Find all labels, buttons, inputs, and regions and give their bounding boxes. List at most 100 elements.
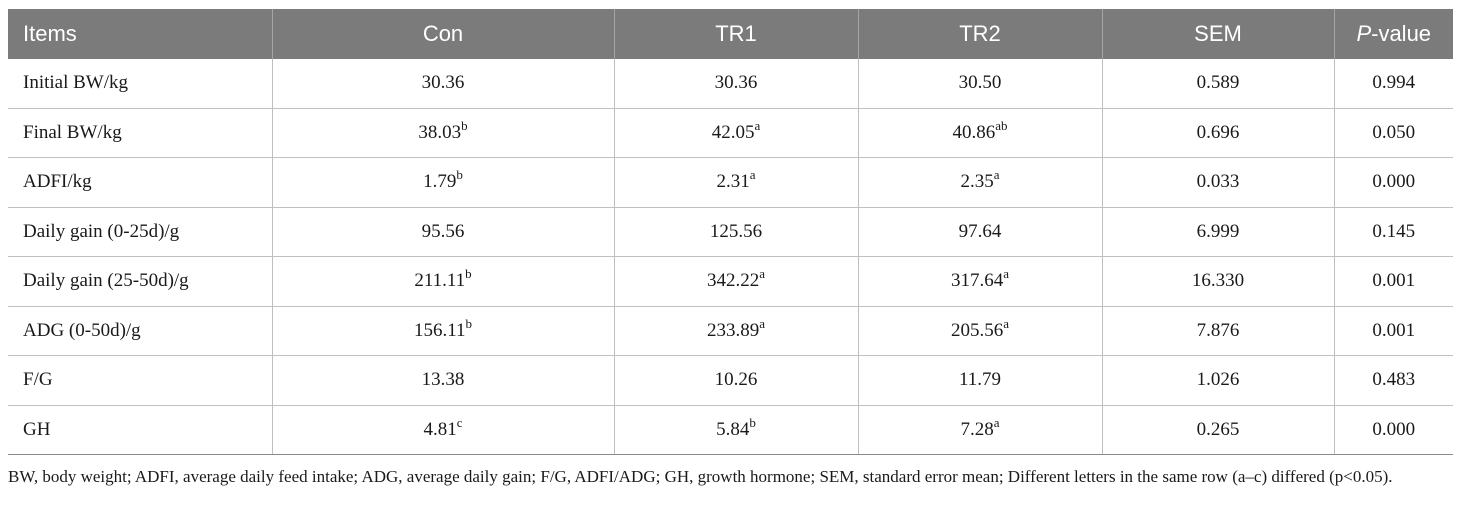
cell-value: 16.330 <box>1191 270 1245 292</box>
cell-p-value: 0.145 <box>1334 207 1453 257</box>
data-table-container: Items Con TR1 TR2 SEM P-value Initial BW… <box>8 9 1453 455</box>
cell-value: 42.05 <box>711 121 755 143</box>
cell-item: Daily gain (25-50d)/g <box>8 256 273 307</box>
header-sem: SEM <box>1102 9 1335 59</box>
table-row: Daily gain (25-50d)/g 211.11b 342.22a 317.6… <box>8 256 1453 307</box>
significance-letter: a <box>993 167 1000 183</box>
cell-value: 1.026 <box>1196 369 1240 391</box>
cell-tr2: 40.86ab <box>858 108 1103 158</box>
cell-value: 0.050 <box>1372 121 1416 143</box>
cell-value: 0.001 <box>1372 270 1416 292</box>
table-row: Initial BW/kg 30.36 30.36 30.50 0.589 0.994 <box>8 59 1453 109</box>
significance-letter: a <box>993 414 1000 430</box>
cell-sem: 16.330 <box>1102 256 1335 307</box>
cell-con: 211.11b <box>272 256 615 307</box>
cell-tr1: 233.89a <box>614 306 859 356</box>
header-tr1: TR1 <box>614 9 859 59</box>
cell-item: Daily gain (0-25d)/g <box>8 207 273 257</box>
cell-con: 156.11b <box>272 306 615 356</box>
cell-value: 30.50 <box>958 72 1002 94</box>
significance-letter: b <box>465 315 473 331</box>
cell-value: 7.876 <box>1196 319 1240 341</box>
cell-value: 342.22 <box>706 270 760 292</box>
cell-value: 0.145 <box>1372 220 1416 242</box>
cell-p-value: 0.000 <box>1334 157 1453 208</box>
cell-p-value: 0.001 <box>1334 306 1453 356</box>
cell-con: 95.56 <box>272 207 615 257</box>
cell-p-value: 0.994 <box>1334 59 1453 109</box>
significance-letter: b <box>456 167 463 183</box>
cell-tr2: 205.56a <box>858 306 1103 356</box>
header-items: Items <box>8 9 273 59</box>
cell-value: 0.589 <box>1196 72 1240 94</box>
significance-letter: a <box>759 266 766 282</box>
significance-letter: b <box>461 117 468 133</box>
cell-value: 0.483 <box>1372 369 1416 391</box>
cell-value: 40.86 <box>952 121 996 143</box>
significance-letter: c <box>456 414 463 430</box>
cell-value: 0.265 <box>1196 418 1240 440</box>
cell-tr2: 11.79 <box>858 355 1103 406</box>
table-row: ADG (0-50d)/g 156.11b 233.89a 205.56a 7.876 0… <box>8 306 1453 356</box>
table-row: F/G 13.38 10.26 11.79 1.026 0.483 <box>8 355 1453 406</box>
cell-value: 2.31 <box>716 171 750 193</box>
table-footnote: BW, body weight; ADFI, average daily fee… <box>8 467 1393 486</box>
cell-value: 205.56 <box>950 319 1004 341</box>
cell-sem: 6.999 <box>1102 207 1335 257</box>
cell-tr1: 125.56 <box>614 207 859 257</box>
table-row: Daily gain (0-25d)/g 95.56 125.56 97.64 6.99… <box>8 207 1453 257</box>
cell-tr1: 42.05a <box>614 108 859 158</box>
cell-item: F/G <box>8 355 273 406</box>
cell-sem: 0.589 <box>1102 59 1335 109</box>
cell-con: 13.38 <box>272 355 615 406</box>
table-header-row: Items Con TR1 TR2 SEM P-value <box>8 9 1453 59</box>
cell-value: 0.696 <box>1196 121 1240 143</box>
significance-letter: b <box>465 266 472 282</box>
cell-item: ADG (0-50d)/g <box>8 306 273 356</box>
cell-con: 30.36 <box>272 59 615 109</box>
cell-tr2: 317.64a <box>858 256 1103 307</box>
cell-tr1: 10.26 <box>614 355 859 406</box>
cell-tr1: 2.31a <box>614 157 859 208</box>
cell-sem: 0.265 <box>1102 405 1335 455</box>
significance-letter: a <box>1003 315 1010 331</box>
cell-value: 233.89 <box>706 319 760 341</box>
cell-con: 4.81c <box>272 405 615 455</box>
cell-tr2: 7.28a <box>858 405 1103 455</box>
cell-value: 38.03 <box>418 121 462 143</box>
significance-letter: a <box>754 117 761 133</box>
cell-value: 0.000 <box>1372 171 1416 193</box>
cell-value: 0.000 <box>1372 418 1416 440</box>
cell-con: 38.03b <box>272 108 615 158</box>
cell-p-value: 0.000 <box>1334 405 1453 455</box>
significance-letter: ab <box>995 117 1008 133</box>
cell-tr2: 97.64 <box>858 207 1103 257</box>
cell-value: 0.994 <box>1372 72 1416 94</box>
cell-item: Final BW/kg <box>8 108 273 158</box>
cell-sem: 1.026 <box>1102 355 1335 406</box>
results-table: Items Con TR1 TR2 SEM P-value Initial BW… <box>8 9 1453 455</box>
cell-value: 4.81 <box>423 418 457 440</box>
table-row: GH 4.81c 5.84b 7.28a 0.265 0.000 <box>8 405 1453 455</box>
cell-tr1: 30.36 <box>614 59 859 109</box>
table-row: ADFI/kg 1.79b 2.31a 2.35a 0.033 0.000 <box>8 157 1453 208</box>
header-con: Con <box>272 9 615 59</box>
table-row: Final BW/kg 38.03b 42.05a 40.86ab 0.696 0.050 <box>8 108 1453 158</box>
cell-value: 2.35 <box>960 171 994 193</box>
cell-value: 30.36 <box>421 72 465 94</box>
cell-item: Initial BW/kg <box>8 59 273 109</box>
cell-value: 1.79 <box>423 171 457 193</box>
cell-p-value: 0.050 <box>1334 108 1453 158</box>
header-p-value: P-value <box>1334 9 1453 59</box>
cell-value: 6.999 <box>1196 220 1240 242</box>
cell-tr2: 30.50 <box>858 59 1103 109</box>
cell-item: GH <box>8 405 273 455</box>
cell-value: 5.84 <box>716 418 750 440</box>
cell-tr1: 5.84b <box>614 405 859 455</box>
cell-sem: 7.876 <box>1102 306 1335 356</box>
cell-value: 7.28 <box>960 418 994 440</box>
header-p-suffix: -value <box>1371 21 1432 46</box>
cell-value: 10.26 <box>714 369 758 391</box>
cell-sem: 0.033 <box>1102 157 1335 208</box>
cell-value: 317.64 <box>950 270 1004 292</box>
